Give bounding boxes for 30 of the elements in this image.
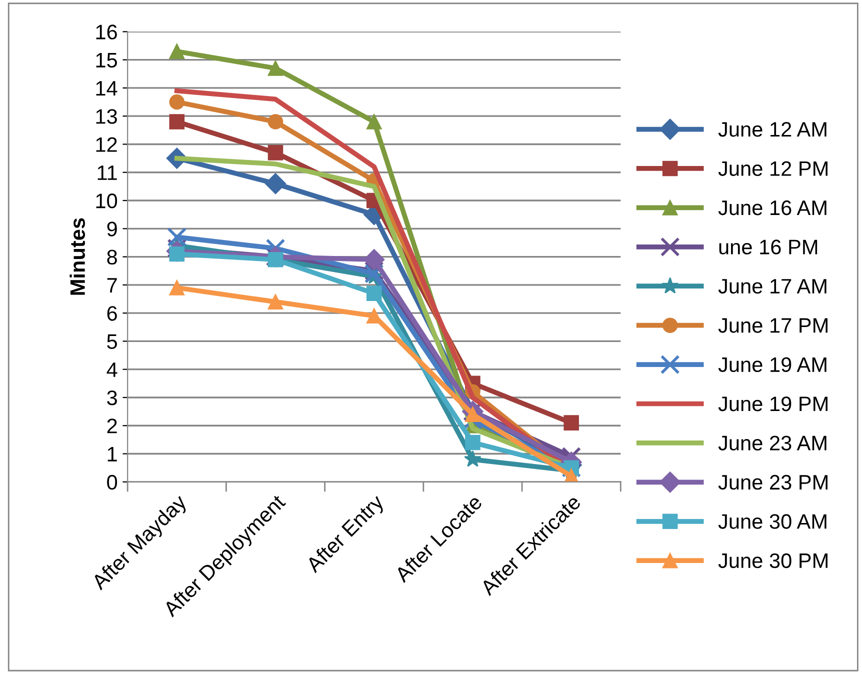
y-tick-label: 8 xyxy=(107,250,117,265)
legend-label: June 12 PM xyxy=(718,161,828,176)
y-tick-label: 15 xyxy=(96,53,117,68)
legend-label: June 16 AM xyxy=(718,200,826,216)
y-tick-label: 13 xyxy=(96,109,117,124)
legend-label: June 19 PM xyxy=(718,396,828,412)
y-tick-label: 10 xyxy=(96,194,118,208)
y-tick-label: 14 xyxy=(96,81,118,96)
y-tick-label: 1 xyxy=(108,446,117,462)
y-tick-label: 4 xyxy=(106,362,118,377)
y-tick-label: 12 xyxy=(96,137,117,152)
y-tick-label: 16 xyxy=(96,24,117,40)
y-tick-label: 2 xyxy=(107,418,117,434)
legend-label: June 23 PM xyxy=(718,474,828,490)
legend-label: une 16 PM xyxy=(719,240,818,254)
legend-label: June 12 AM xyxy=(718,122,826,137)
y-tick-label: 6 xyxy=(107,306,117,321)
legend-label: June 30 AM xyxy=(718,514,826,529)
y-tick-label: 9 xyxy=(107,222,117,236)
y-tick-label: 5 xyxy=(107,334,117,349)
y-axis-title: Minutes xyxy=(70,218,86,295)
y-tick-label: 11 xyxy=(98,166,117,180)
y-tick-label: 0 xyxy=(107,474,118,490)
y-tick-label: 3 xyxy=(107,390,117,406)
legend-label: June 19 AM xyxy=(718,357,826,372)
legend-label: June 17 AM xyxy=(718,279,826,294)
legend-label: June 23 AM xyxy=(718,436,826,450)
legend-label: June 30 PM xyxy=(718,553,828,568)
y-tick-label: 7 xyxy=(107,278,117,292)
legend-label: June 17 PM xyxy=(718,318,828,333)
